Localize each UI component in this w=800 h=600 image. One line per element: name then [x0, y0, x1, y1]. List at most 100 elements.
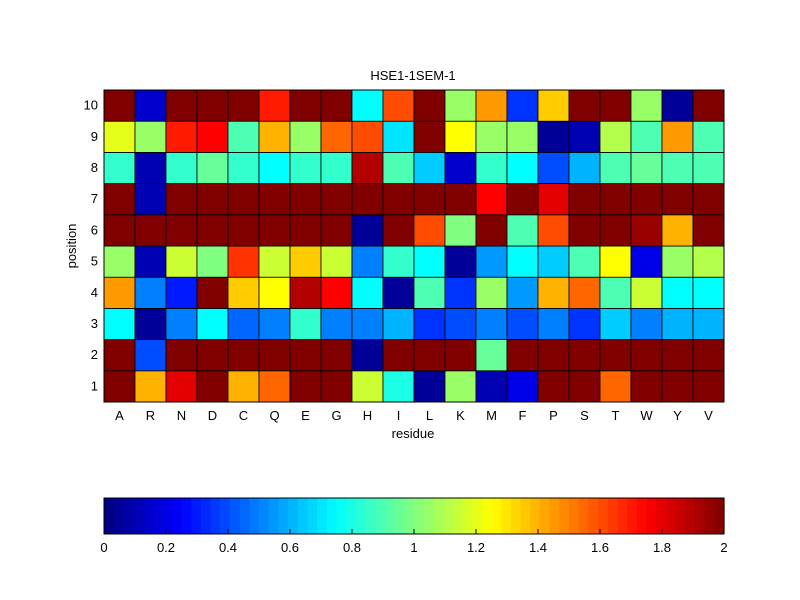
heatmap-cell	[630, 245, 663, 278]
heatmap-cell	[692, 120, 725, 153]
heatmap-cell	[227, 370, 260, 403]
colorbar-segment	[481, 498, 493, 534]
heatmap-cell	[134, 339, 167, 372]
colorbar	[104, 498, 725, 534]
colorbar-segment	[627, 498, 638, 534]
colorbar-segment	[394, 498, 405, 534]
colorbar-tick-label: 0	[100, 540, 107, 555]
heatmap-cell	[320, 276, 353, 309]
heatmap-cell	[103, 120, 136, 153]
colorbar-segment	[675, 498, 686, 534]
heatmap-cell	[196, 370, 229, 403]
colorbar-segment	[326, 498, 338, 534]
heatmap-cell	[630, 370, 663, 403]
heatmap-cell	[568, 89, 601, 122]
heatmap-cell	[692, 276, 725, 309]
heatmap-cell	[320, 245, 353, 278]
heatmap-cell	[475, 89, 508, 122]
heatmap-cell	[537, 339, 570, 372]
heatmap-cell	[103, 245, 136, 278]
heatmap-cell	[103, 339, 136, 372]
heatmap-cell	[351, 276, 384, 309]
heatmap-cell	[599, 370, 632, 403]
colorbar-segment	[365, 498, 376, 534]
heatmap-cell	[692, 151, 725, 184]
y-tick-label: 1	[91, 378, 98, 393]
heatmap-cell	[661, 245, 694, 278]
colorbar-segment	[171, 498, 183, 534]
heatmap-cell	[661, 276, 694, 309]
heatmap-cell	[599, 89, 632, 122]
colorbar-segment	[317, 498, 328, 534]
heatmap-cell	[444, 339, 477, 372]
heatmap-cell	[227, 183, 260, 216]
heatmap-cell	[227, 307, 260, 340]
colorbar-segment	[249, 498, 260, 534]
x-tick-label: A	[115, 408, 124, 423]
colorbar-segment	[229, 498, 241, 534]
colorbar-tick-label: 0.4	[219, 540, 237, 555]
heatmap-cell	[258, 276, 291, 309]
x-axis-label: residue	[392, 426, 435, 441]
heatmap-cell	[692, 89, 725, 122]
heatmap-cell	[227, 214, 260, 247]
heatmap-cell	[258, 339, 291, 372]
heatmap-cell	[196, 89, 229, 122]
heatmap-cell	[382, 339, 415, 372]
heatmap-cell	[506, 120, 539, 153]
x-tick-label: R	[146, 408, 155, 423]
colorbar-segment	[656, 498, 667, 534]
heatmap-cell	[134, 307, 167, 340]
chart-title: HSE1-1SEM-1	[370, 68, 455, 83]
colorbar-segment	[375, 498, 386, 534]
heatmap-cell	[289, 370, 322, 403]
heatmap-cell	[692, 339, 725, 372]
x-tick-label: G	[331, 408, 341, 423]
heatmap-cell	[134, 183, 167, 216]
x-tick-label: C	[239, 408, 248, 423]
heatmap-cell	[165, 89, 198, 122]
colorbar-segment	[617, 498, 628, 534]
heatmap-cell	[661, 307, 694, 340]
heatmap-cell	[103, 214, 136, 247]
heatmap-cell	[289, 183, 322, 216]
heatmap-cells	[103, 89, 725, 403]
x-tick-label: M	[486, 408, 497, 423]
heatmap-cell	[506, 307, 539, 340]
heatmap-cell	[227, 120, 260, 153]
y-tick-label: 6	[91, 222, 98, 237]
colorbar-segment	[443, 498, 454, 534]
colorbar-segment	[665, 498, 677, 534]
heatmap-cell	[630, 214, 663, 247]
heatmap-cell	[289, 339, 322, 372]
heatmap-cell	[413, 339, 446, 372]
heatmap-cell	[506, 89, 539, 122]
heatmap-cell	[227, 339, 260, 372]
heatmap-cell	[382, 120, 415, 153]
heatmap-cell	[475, 183, 508, 216]
heatmap-cell	[351, 151, 384, 184]
x-tick-label: N	[177, 408, 186, 423]
colorbar-segment	[462, 498, 473, 534]
heatmap-cell	[413, 151, 446, 184]
colorbar-segment	[123, 498, 134, 534]
colorbar-segment	[152, 498, 163, 534]
heatmap-cell	[444, 245, 477, 278]
heatmap-cell	[351, 339, 384, 372]
heatmap-cell	[537, 276, 570, 309]
heatmap-cell	[599, 276, 632, 309]
heatmap-cell	[196, 214, 229, 247]
heatmap-cell	[568, 151, 601, 184]
heatmap-cell	[134, 214, 167, 247]
heatmap-cell	[692, 307, 725, 340]
heatmap-cell	[382, 89, 415, 122]
colorbar-segment	[414, 498, 425, 534]
colorbar-segment	[685, 498, 696, 534]
heatmap-cell	[661, 151, 694, 184]
heatmap-cell	[103, 276, 136, 309]
colorbar-segment	[588, 498, 599, 534]
heatmap-cell	[413, 120, 446, 153]
colorbar-segment	[355, 498, 367, 534]
colorbar-segment	[569, 498, 580, 534]
